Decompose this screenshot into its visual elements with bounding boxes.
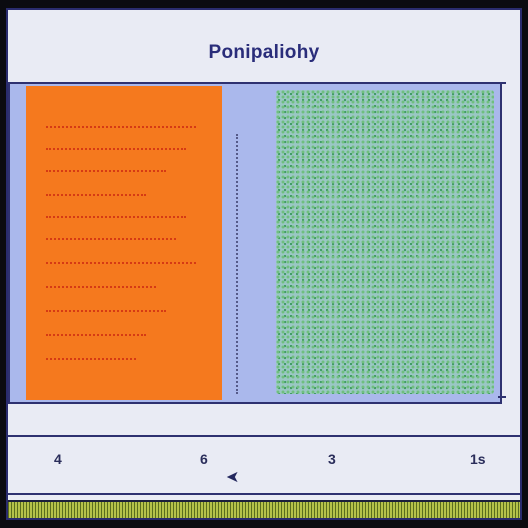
axis-bar: 4 6 3 1s ➤ [8, 435, 520, 495]
corner-mark [498, 82, 506, 90]
dotted-trace [222, 134, 238, 394]
text-line [46, 286, 156, 291]
text-line [46, 216, 186, 221]
plot-panel [8, 82, 506, 404]
text-line [46, 126, 196, 131]
tick-label: 6 [200, 451, 208, 467]
orange-block [26, 86, 222, 400]
corner-mark [498, 396, 506, 404]
page-title: Ponipaliohy [208, 42, 320, 63]
tick-label: 3 [328, 451, 336, 467]
tick-label: 1s [470, 451, 486, 467]
text-line [46, 334, 146, 339]
text-line [46, 170, 166, 175]
text-line [46, 148, 186, 153]
text-line [46, 358, 136, 363]
window-frame: Ponipaliohy 4 6 3 1s ➤ [6, 8, 522, 520]
green-block [276, 90, 494, 394]
tick-label: 4 [54, 451, 62, 467]
text-line [46, 238, 176, 243]
text-line [46, 194, 146, 199]
text-line [46, 262, 196, 267]
text-line [46, 310, 166, 315]
status-stripe [8, 500, 520, 518]
arrow-left-icon[interactable]: ➤ [226, 469, 240, 486]
